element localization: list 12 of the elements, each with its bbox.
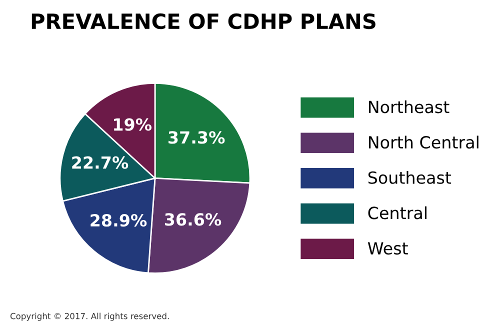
legend-label: Central	[368, 206, 426, 220]
data-label: 22.7%	[72, 156, 128, 169]
chart-title: PREVALENCE OF CDHP PLANS	[32, 13, 376, 30]
data-label: 28.9%	[90, 214, 147, 227]
legend-label: Southeast	[368, 171, 452, 184]
legend-label: North Central	[368, 136, 478, 149]
data-label: 37.3%	[168, 131, 225, 144]
data-label: 19%	[114, 118, 152, 131]
text: Copyright © 2017. All rights reserved.	[10, 312, 169, 321]
data-label: 36.6%	[164, 213, 222, 226]
legend-label: Northeast	[368, 100, 450, 114]
legend-label: West	[368, 242, 408, 255]
